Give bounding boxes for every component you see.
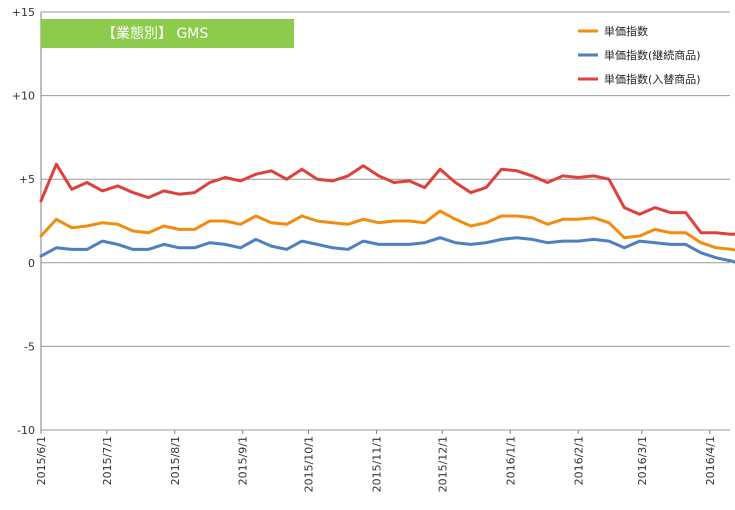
x-tick-label: 2015/12/1 [436,436,449,492]
y-tick-label: +15 [12,6,35,19]
series-line-3 [39,162,735,236]
x-tick-label: 2015/8/1 [169,436,182,485]
chart-title: 【業態別】 GMS [102,26,208,42]
legend-label: 単価指数(継続商品) [604,48,701,62]
x-tick-label: 2016/2/1 [572,436,585,485]
x-tick-label: 2015/7/1 [101,436,114,485]
y-tick-label: +5 [19,173,35,186]
series-line-2 [39,236,735,264]
legend-label: 単価指数(入替商品) [604,72,701,86]
x-tick-label: 2016/1/1 [504,436,517,485]
y-tick-label: 0 [28,257,35,270]
x-tick-label: 2015/11/1 [371,436,384,492]
x-tick-label: 2015/6/1 [35,436,48,485]
y-tick-label: +10 [12,90,35,103]
legend-label: 単価指数 [604,24,648,38]
series-lines [39,162,735,264]
y-tick-label: -5 [24,340,35,353]
x-tick-label: 2016/4/1 [704,436,717,485]
x-tick-label: 2015/9/1 [237,436,250,485]
title-box: 【業態別】 GMS [41,19,294,48]
x-tick-label: 2016/3/1 [636,436,649,485]
title-background [41,19,294,48]
y-tick-label: -10 [17,424,35,437]
x-tick-label: 2015/10/1 [303,436,316,492]
series-line-1 [39,209,735,252]
